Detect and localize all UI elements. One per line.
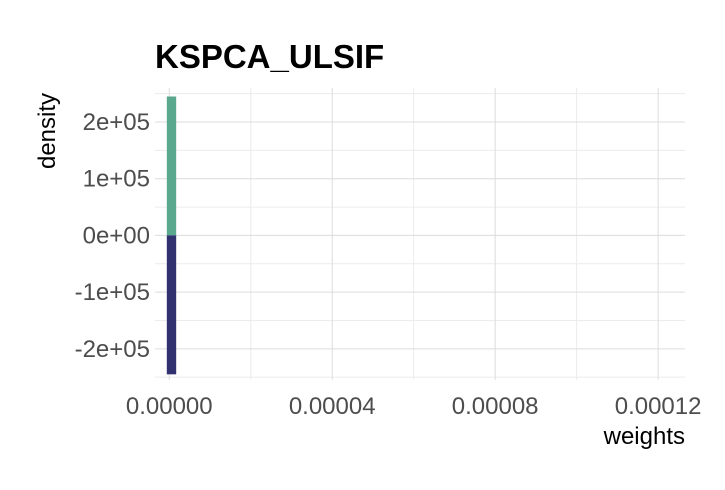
grid-lines	[155, 88, 685, 380]
x-tick-label: 0.00008	[452, 393, 539, 420]
y-tick-label: 0e+00	[83, 222, 150, 249]
y-axis-title: density	[34, 93, 61, 169]
bar-negative	[166, 235, 177, 375]
x-axis-title: weights	[603, 423, 685, 450]
chart-title: KSPCA_ULSIF	[155, 38, 384, 75]
x-tick-label: 0.00000	[126, 393, 213, 420]
x-tick-label: 0.00004	[289, 393, 376, 420]
y-tick-label: 1e+05	[83, 166, 150, 193]
x-tick-label: 0.00012	[615, 393, 702, 420]
y-tick-label: -2e+05	[75, 336, 150, 363]
y-tick-label: 2e+05	[83, 109, 150, 136]
y-axis-tick-labels: -2e+05 -1e+05 0e+00 1e+05 2e+05	[75, 109, 150, 363]
x-axis-tick-labels: 0.00000 0.00004 0.00008 0.00012	[126, 393, 702, 420]
bar-positive	[166, 96, 177, 236]
bars	[166, 96, 177, 375]
y-tick-label: -1e+05	[75, 279, 150, 306]
